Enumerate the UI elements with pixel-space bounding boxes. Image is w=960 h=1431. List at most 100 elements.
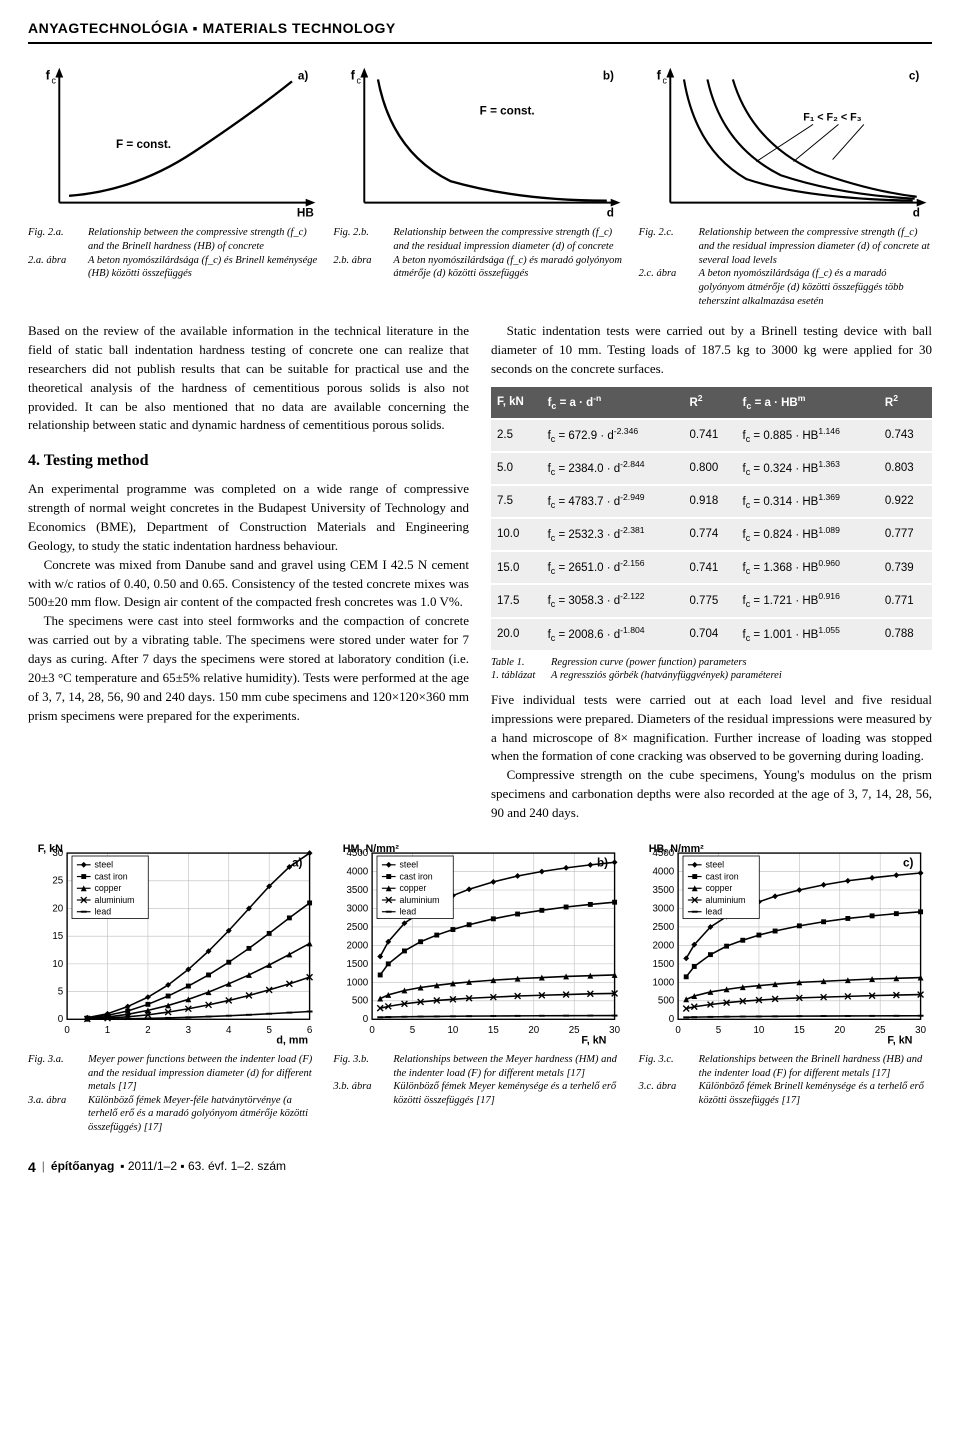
svg-text:2000: 2000 xyxy=(652,940,674,951)
fig-text: Relationship between the compressive str… xyxy=(393,226,626,253)
svg-text:4000: 4000 xyxy=(652,866,674,877)
figure-2b-caption: Fig. 2.b.Relationship between the compre… xyxy=(333,226,626,281)
table-cell: 0.771 xyxy=(879,584,932,617)
svg-text:d: d xyxy=(912,207,919,220)
figure-2a: fc HB a) F = const. Fig. 2.a.Relationshi… xyxy=(28,62,321,308)
svg-text:0: 0 xyxy=(58,1014,64,1025)
table-cell: fc = 0.314 · HB1.369 xyxy=(737,485,879,518)
fig-label: 2.b. ábra xyxy=(333,254,393,281)
table-cell: fc = 0.324 · HB1.363 xyxy=(737,452,879,485)
svg-text:c: c xyxy=(662,76,667,86)
svg-text:0: 0 xyxy=(370,1025,376,1036)
svg-text:1500: 1500 xyxy=(347,959,369,970)
svg-text:F₁ < F₂ < F₃: F₁ < F₂ < F₃ xyxy=(803,112,861,124)
paragraph: The specimens were cast into steel formw… xyxy=(28,612,469,725)
svg-text:c: c xyxy=(51,76,56,86)
fig-text: Különböző fémek Brinell keménysége és a … xyxy=(699,1080,932,1107)
svg-text:25: 25 xyxy=(52,876,63,887)
svg-text:2500: 2500 xyxy=(347,922,369,933)
fig-text: Relationships between the Brinell hardne… xyxy=(699,1053,932,1080)
paragraph: An experimental programme was completed … xyxy=(28,480,469,555)
table-cell: 0.803 xyxy=(879,452,932,485)
body-columns: Based on the review of the available inf… xyxy=(28,322,932,823)
fig-text: A beton nyomószilárdsága (f_c) és a mara… xyxy=(699,267,932,308)
table-cell: fc = 0.824 · HB1.089 xyxy=(737,518,879,551)
svg-text:20: 20 xyxy=(529,1025,540,1036)
svg-text:25: 25 xyxy=(569,1025,580,1036)
svg-text:c): c) xyxy=(909,70,920,83)
svg-text:3000: 3000 xyxy=(652,903,674,914)
table-cell: fc = 2384.0 · d-2.844 xyxy=(542,452,684,485)
table-header: R2 xyxy=(879,387,932,419)
svg-text:20: 20 xyxy=(52,903,63,914)
svg-text:2: 2 xyxy=(145,1025,150,1036)
svg-text:lead: lead xyxy=(94,907,111,917)
table-cell: 10.0 xyxy=(491,518,542,551)
table-cell: fc = 1.368 · HB0.960 xyxy=(737,551,879,584)
table-cell: 0.788 xyxy=(879,618,932,651)
svg-text:steel: steel xyxy=(94,860,113,870)
svg-text:F = const.: F = const. xyxy=(480,105,535,118)
figure-2-row: fc HB a) F = const. Fig. 2.a. Relationshi… xyxy=(28,62,932,308)
figure-3c-caption: Fig. 3.c.Relationships between the Brine… xyxy=(639,1053,932,1108)
figure-3c-svg: 0500100015002000250030003500400045000510… xyxy=(639,839,932,1049)
figure-3c: 0500100015002000250030003500400045000510… xyxy=(639,839,932,1135)
figure-3a: 0510152025300123456F, kNd, mma)steelcast… xyxy=(28,839,321,1135)
svg-text:3: 3 xyxy=(186,1025,191,1036)
figure-3a-caption: Fig. 3.a.Meyer power functions between t… xyxy=(28,1053,321,1135)
table-header: fc = a · HBm xyxy=(737,387,879,419)
table-cell: fc = 2008.6 · d-1.804 xyxy=(542,618,684,651)
table-header: R2 xyxy=(683,387,736,419)
table-1-caption: Table 1.Regression curve (power function… xyxy=(491,656,932,683)
fig-text: A beton nyomószilárdsága (f_c) és maradó… xyxy=(393,254,626,281)
table-cell: 0.800 xyxy=(683,452,736,485)
figure-3b-svg: 0500100015002000250030003500400045000510… xyxy=(333,839,626,1049)
svg-text:HM, N/mm²: HM, N/mm² xyxy=(343,843,400,855)
svg-text:0: 0 xyxy=(675,1025,681,1036)
table-cell: fc = 2532.3 · d-2.381 xyxy=(542,518,684,551)
svg-text:lead: lead xyxy=(705,907,722,917)
table-cell: 2.5 xyxy=(491,419,542,452)
svg-text:3500: 3500 xyxy=(347,885,369,896)
svg-text:10: 10 xyxy=(448,1025,459,1036)
svg-text:d: d xyxy=(607,207,614,220)
fig-label: Fig. 2.a. xyxy=(28,226,88,253)
regression-table: F, kN fc = a · d-n R2 fc = a · HBm R2 2.… xyxy=(491,387,932,652)
svg-text:1000: 1000 xyxy=(652,977,674,988)
table-cell: 5.0 xyxy=(491,452,542,485)
table-cell: fc = 2651.0 · d-2.156 xyxy=(542,551,684,584)
svg-text:cast iron: cast iron xyxy=(705,871,738,881)
figure-3b: 0500100015002000250030003500400045000510… xyxy=(333,839,626,1135)
svg-text:15: 15 xyxy=(794,1025,805,1036)
svg-text:lead: lead xyxy=(400,907,417,917)
section-header: ANYAGTECHNOLÓGIA ▪ MATERIALS TECHNOLOGY xyxy=(28,18,932,44)
svg-text:4: 4 xyxy=(226,1025,232,1036)
table-cell: fc = 1.721 · HB0.916 xyxy=(737,584,879,617)
svg-text:F = const.: F = const. xyxy=(116,138,171,151)
paragraph: Concrete was mixed from Danube sand and … xyxy=(28,556,469,613)
figure-2b: fc d b) F = const. Fig. 2.b.Relationship… xyxy=(333,62,626,308)
svg-text:steel: steel xyxy=(705,860,724,870)
cap-label: 1. táblázat xyxy=(491,669,551,683)
table-cell: 0.774 xyxy=(683,518,736,551)
svg-text:10: 10 xyxy=(52,959,63,970)
fig-label: 3.a. ábra xyxy=(28,1094,88,1135)
svg-text:aluminium: aluminium xyxy=(94,895,134,905)
table-1: F, kN fc = a · d-n R2 fc = a · HBm R2 2.… xyxy=(491,387,932,683)
svg-text:b): b) xyxy=(603,70,614,83)
figure-2c: fc d c) F₁ < F₂ < F₃ Fig. 2.c.Relationsh… xyxy=(639,62,932,308)
fig-label: Fig. 2.c. xyxy=(639,226,699,267)
svg-text:0: 0 xyxy=(64,1025,70,1036)
table-header: fc = a · d-n xyxy=(542,387,684,419)
svg-text:c: c xyxy=(357,76,362,86)
svg-text:F, kN: F, kN xyxy=(38,843,63,855)
svg-text:5: 5 xyxy=(58,986,64,997)
svg-text:1000: 1000 xyxy=(347,977,369,988)
figure-2a-svg: fc HB a) F = const. xyxy=(28,62,321,222)
svg-text:F, kN: F, kN xyxy=(582,1035,607,1047)
svg-text:a): a) xyxy=(298,70,309,83)
table-cell: fc = 4783.7 · d-2.949 xyxy=(542,485,684,518)
table-cell: 0.741 xyxy=(683,551,736,584)
svg-text:copper: copper xyxy=(94,883,121,893)
fig-label: 3.b. ábra xyxy=(333,1080,393,1107)
